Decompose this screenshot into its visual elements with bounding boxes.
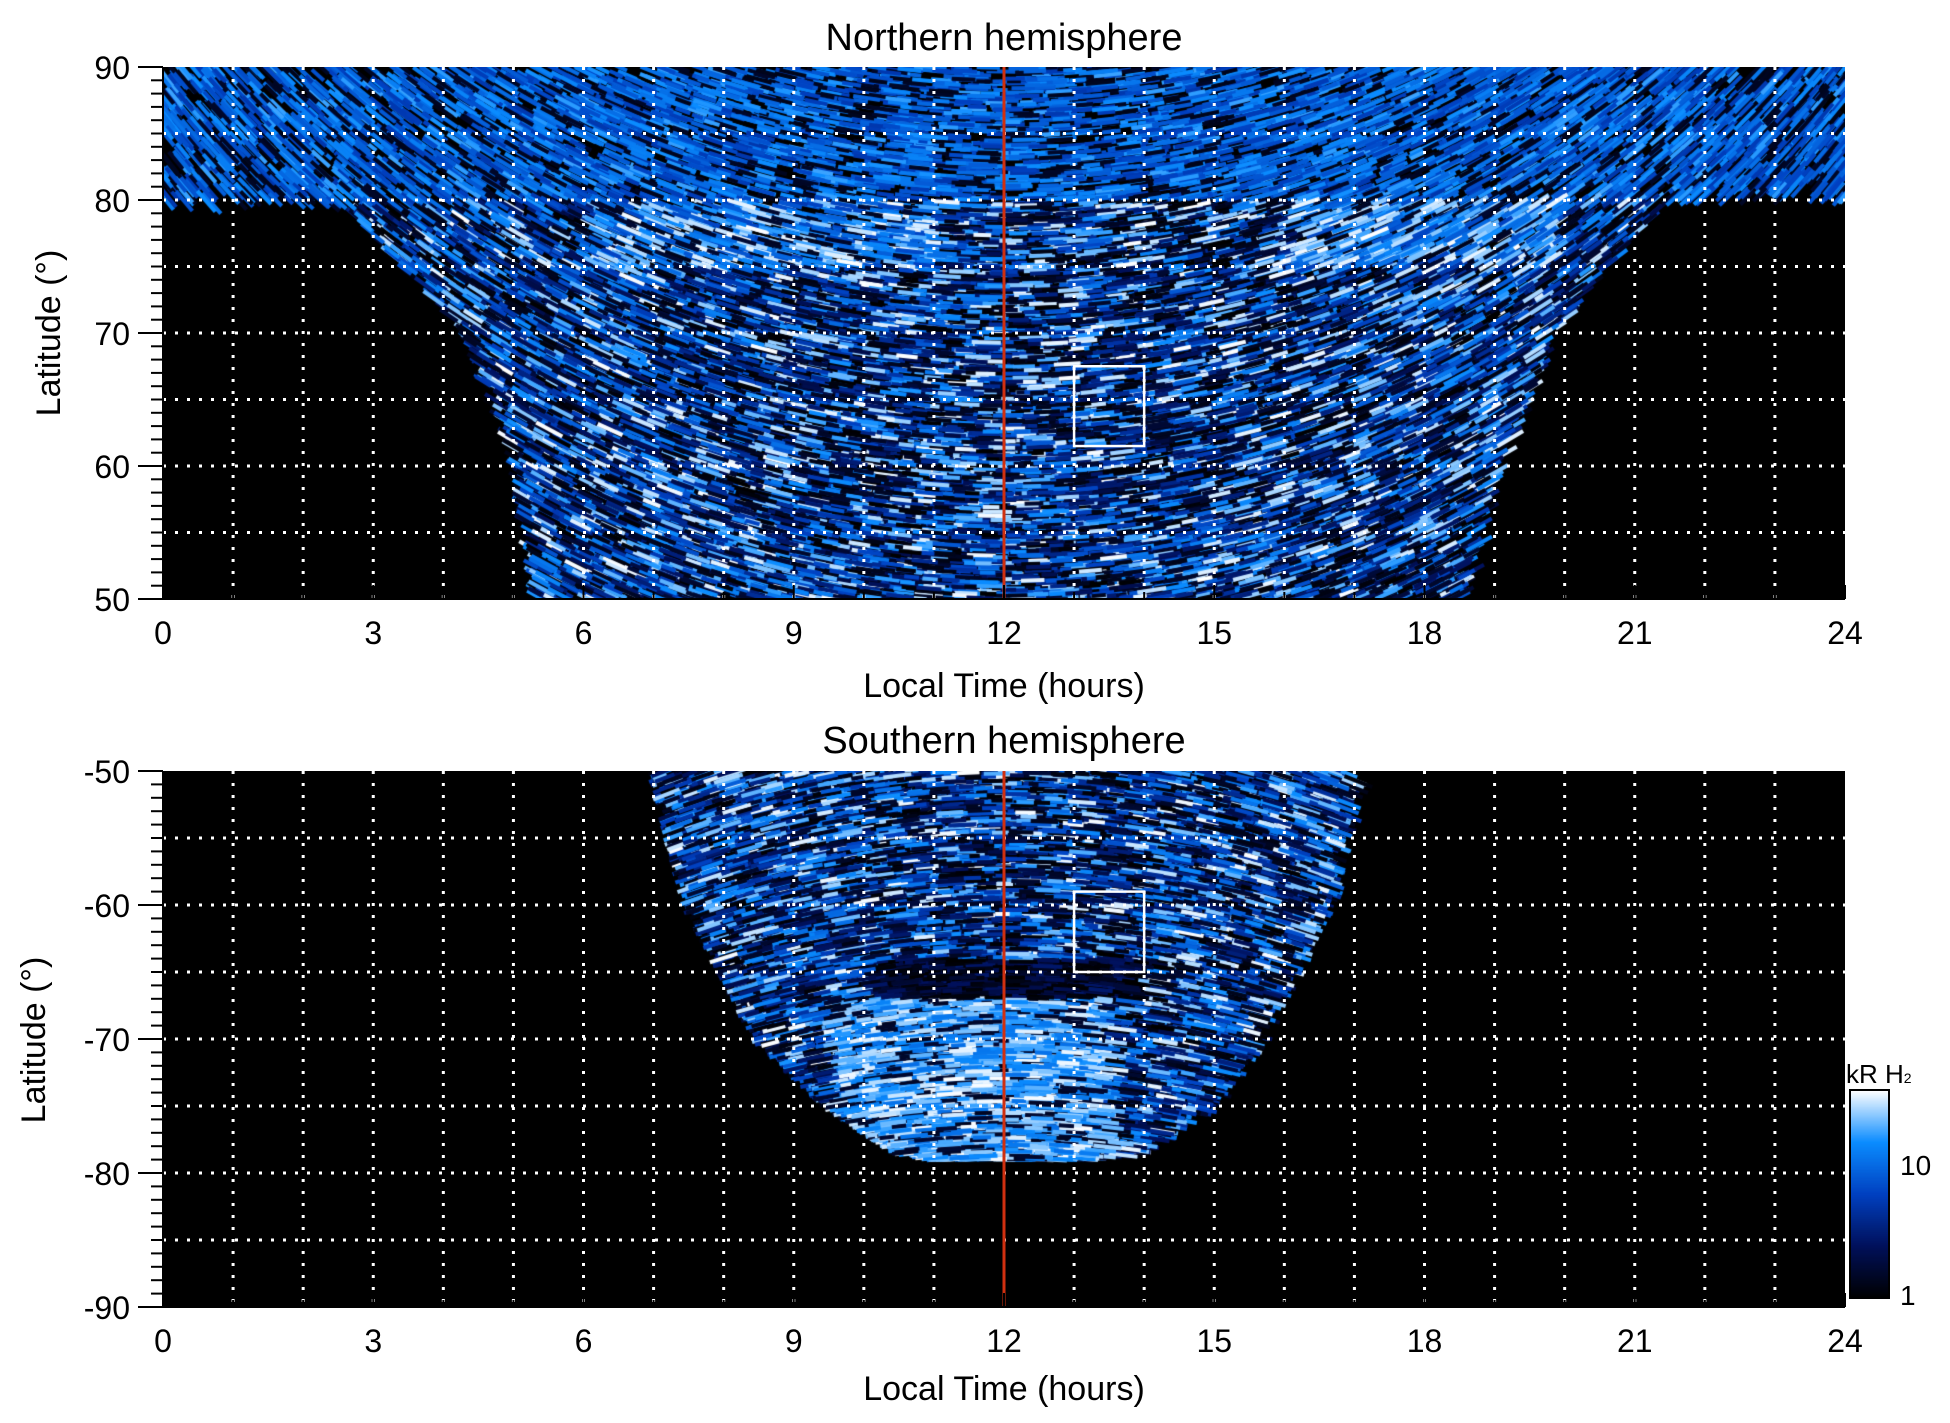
colorbar-frame <box>1849 1089 1890 1299</box>
north-x-tick-label: 6 <box>575 615 593 651</box>
north-x-tick-label: 18 <box>1407 615 1443 651</box>
colorbar-tick-10: 10 <box>1900 1150 1931 1181</box>
south-x-tick-label: 6 <box>575 1323 593 1359</box>
south-x-tick-label: 12 <box>986 1323 1022 1359</box>
south-y-tick-label: -80 <box>84 1156 130 1192</box>
south-x-tick-label: 21 <box>1617 1323 1653 1359</box>
south-x-tick-label: 18 <box>1407 1323 1443 1359</box>
north-xlabel: Local Time (hours) <box>863 667 1145 705</box>
north-x-tick-label: 3 <box>364 615 382 651</box>
south-x-tick-label: 9 <box>785 1323 803 1359</box>
south-y-tick-label: -60 <box>84 888 130 924</box>
north-x-tick-label: 9 <box>785 615 803 651</box>
north-y-tick-label: 90 <box>94 50 130 86</box>
south-region-box <box>1072 890 1146 974</box>
south-x-tick-label: 3 <box>364 1323 382 1359</box>
north-x-tick-label: 12 <box>986 615 1022 651</box>
north-x-tick-label: 15 <box>1196 615 1232 651</box>
south-x-tick-label: 15 <box>1196 1323 1232 1359</box>
south-title: Southern hemisphere <box>822 720 1185 762</box>
south-y-tick-label: -50 <box>84 754 130 790</box>
north-y-tick-label: 70 <box>94 316 130 352</box>
north-x-tick-label: 21 <box>1617 615 1653 651</box>
south-ylabel: Latitude (°) <box>15 957 53 1124</box>
south-y-tick-label: -90 <box>84 1290 130 1326</box>
north-x-tick-label: 0 <box>154 615 172 651</box>
south-x-tick-label: 24 <box>1827 1323 1863 1359</box>
south-xlabel: Local Time (hours) <box>863 1370 1145 1408</box>
south-y-tick-label: -70 <box>84 1022 130 1058</box>
north-y-tick-label: 80 <box>94 183 130 219</box>
north-y-tick-label: 60 <box>94 449 130 485</box>
colorbar-label: kR H2 <box>1846 1059 1912 1089</box>
north-x-tick-label: 24 <box>1827 615 1863 651</box>
north-ylabel: Latitude (°) <box>30 250 68 417</box>
north-y-tick-label: 50 <box>94 582 130 618</box>
colorbar-tick-1: 1 <box>1900 1280 1916 1311</box>
colorbar <box>1850 1090 1889 1298</box>
north-region-box <box>1072 365 1146 448</box>
south-x-tick-label: 0 <box>154 1323 172 1359</box>
north-title: Northern hemisphere <box>826 17 1183 59</box>
